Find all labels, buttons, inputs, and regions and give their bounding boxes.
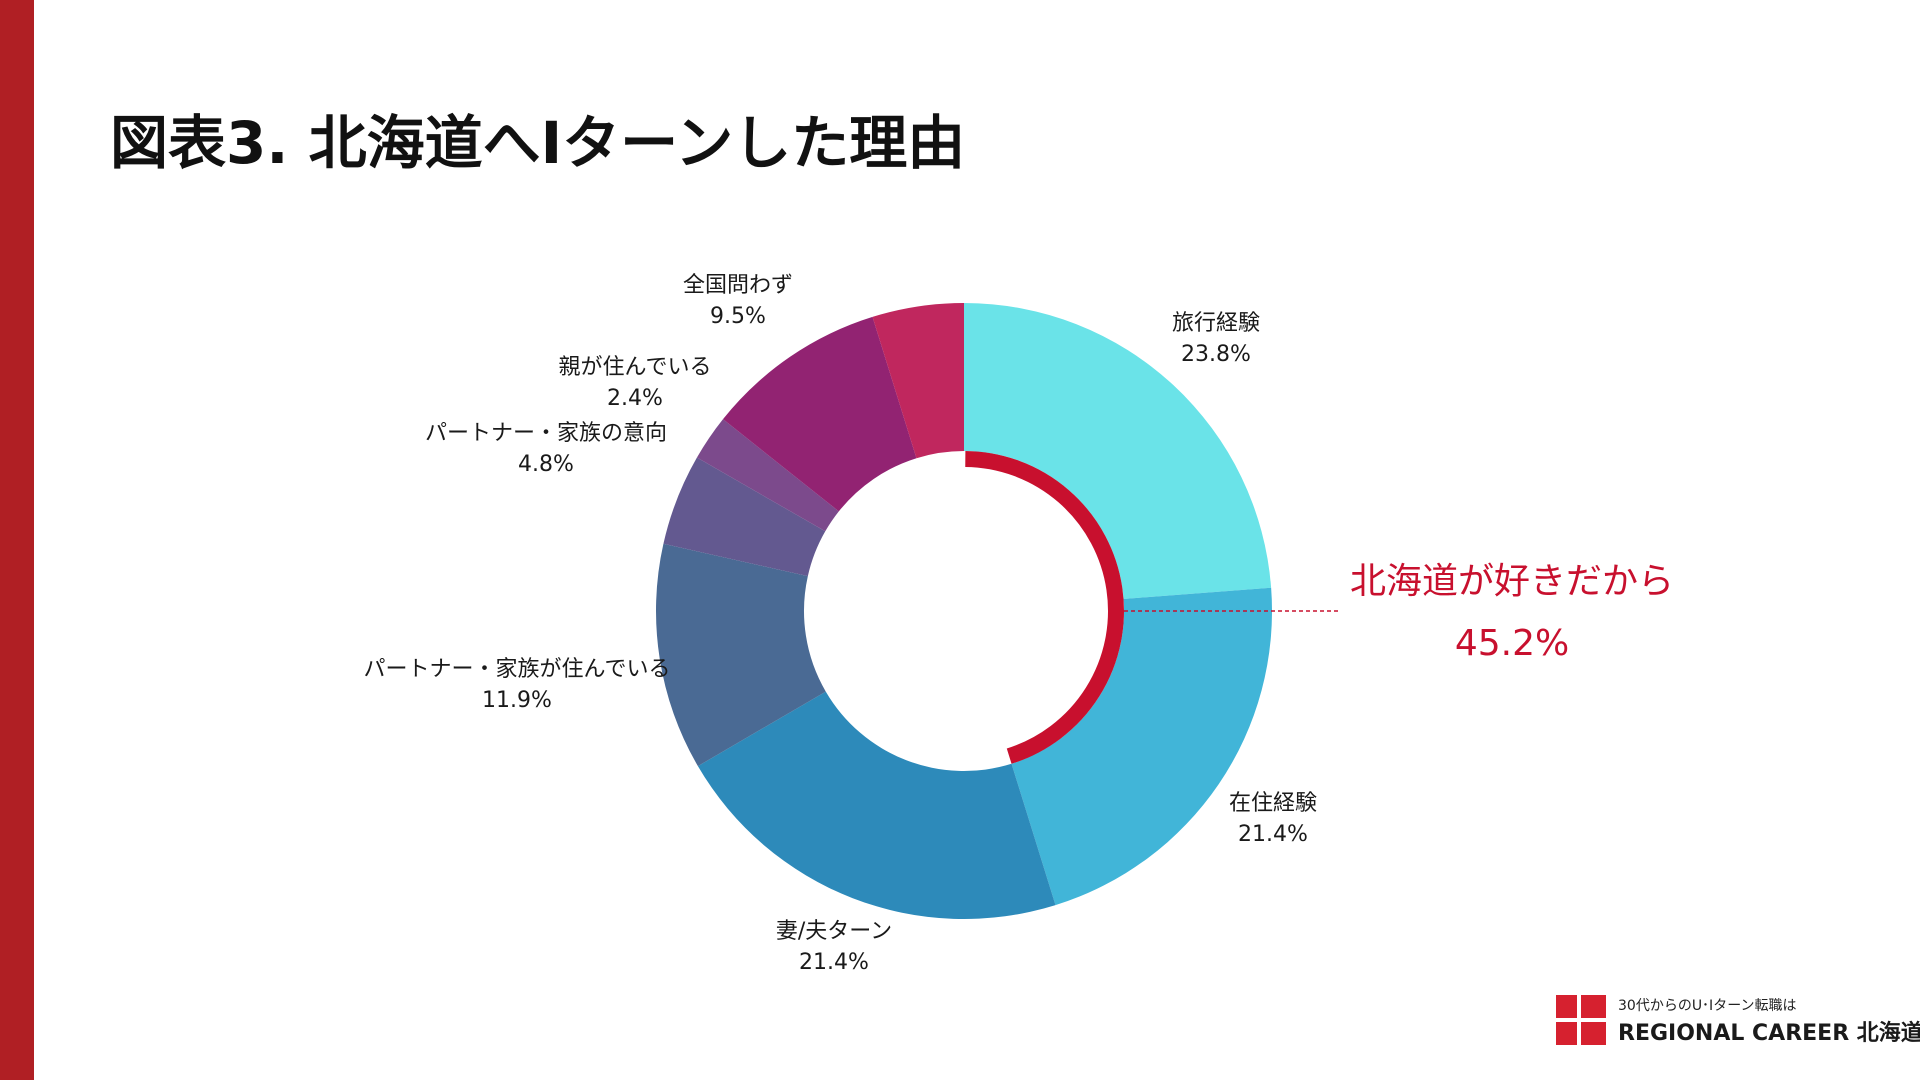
accent-sidebar — [0, 0, 34, 1080]
slice-category-label: パートナー・家族が住んでいる — [364, 657, 671, 682]
slice-category-label: パートナー・家族の意向 — [425, 421, 667, 446]
pie-slice — [697, 691, 1056, 919]
chart-labels: 旅行経験 23.8% 在住経験 21.4% 妻/夫ターン 21.4% パートナー・家族が住ん… — [364, 273, 1317, 975]
highlight-label: 北海道が好きだから — [1350, 561, 1674, 602]
chart-slices — [656, 303, 1273, 919]
slice-category-label: 妻/夫ターン — [776, 919, 892, 944]
slice-value-label: 21.4% — [799, 950, 869, 975]
regional-career-logo: 30代からのU･Iターン転職は REGIONAL CAREER 北海道 — [1556, 995, 1920, 1055]
logo-tagline: 30代からのU･Iターン転職は — [1618, 998, 1797, 1014]
slice-category-label: 旅行経験 — [1172, 311, 1260, 336]
page-title: 図表3. 北海道へIターンした理由 — [110, 109, 966, 177]
logo-name: REGIONAL CAREER 北海道 — [1618, 1021, 1920, 1046]
slice-category-label: 親が住んでいる — [559, 355, 712, 380]
highlight-arc — [965, 451, 1124, 764]
pie-slice — [1011, 587, 1273, 906]
pie-slice — [656, 543, 826, 767]
pie-slice — [663, 457, 826, 577]
slice-category-label: 在住経験 — [1229, 791, 1317, 816]
logo-mark-icon — [1556, 995, 1606, 1045]
slice-value-label: 4.8% — [518, 452, 574, 477]
highlight-value: 45.2% — [1455, 623, 1569, 664]
highlight-group: 北海道が好きだから 45.2% — [965, 451, 1674, 764]
pie-slice — [723, 316, 917, 512]
slice-value-label: 2.4% — [607, 386, 663, 411]
pie-slice — [964, 303, 1272, 599]
slice-value-label: 9.5% — [710, 304, 766, 329]
slice-value-label: 11.9% — [482, 688, 552, 713]
pie-slice — [696, 419, 839, 532]
slice-category-label: 全国問わず — [683, 273, 793, 298]
pie-slice — [872, 303, 964, 459]
slice-value-label: 21.4% — [1238, 822, 1308, 847]
slice-value-label: 23.8% — [1181, 342, 1251, 367]
